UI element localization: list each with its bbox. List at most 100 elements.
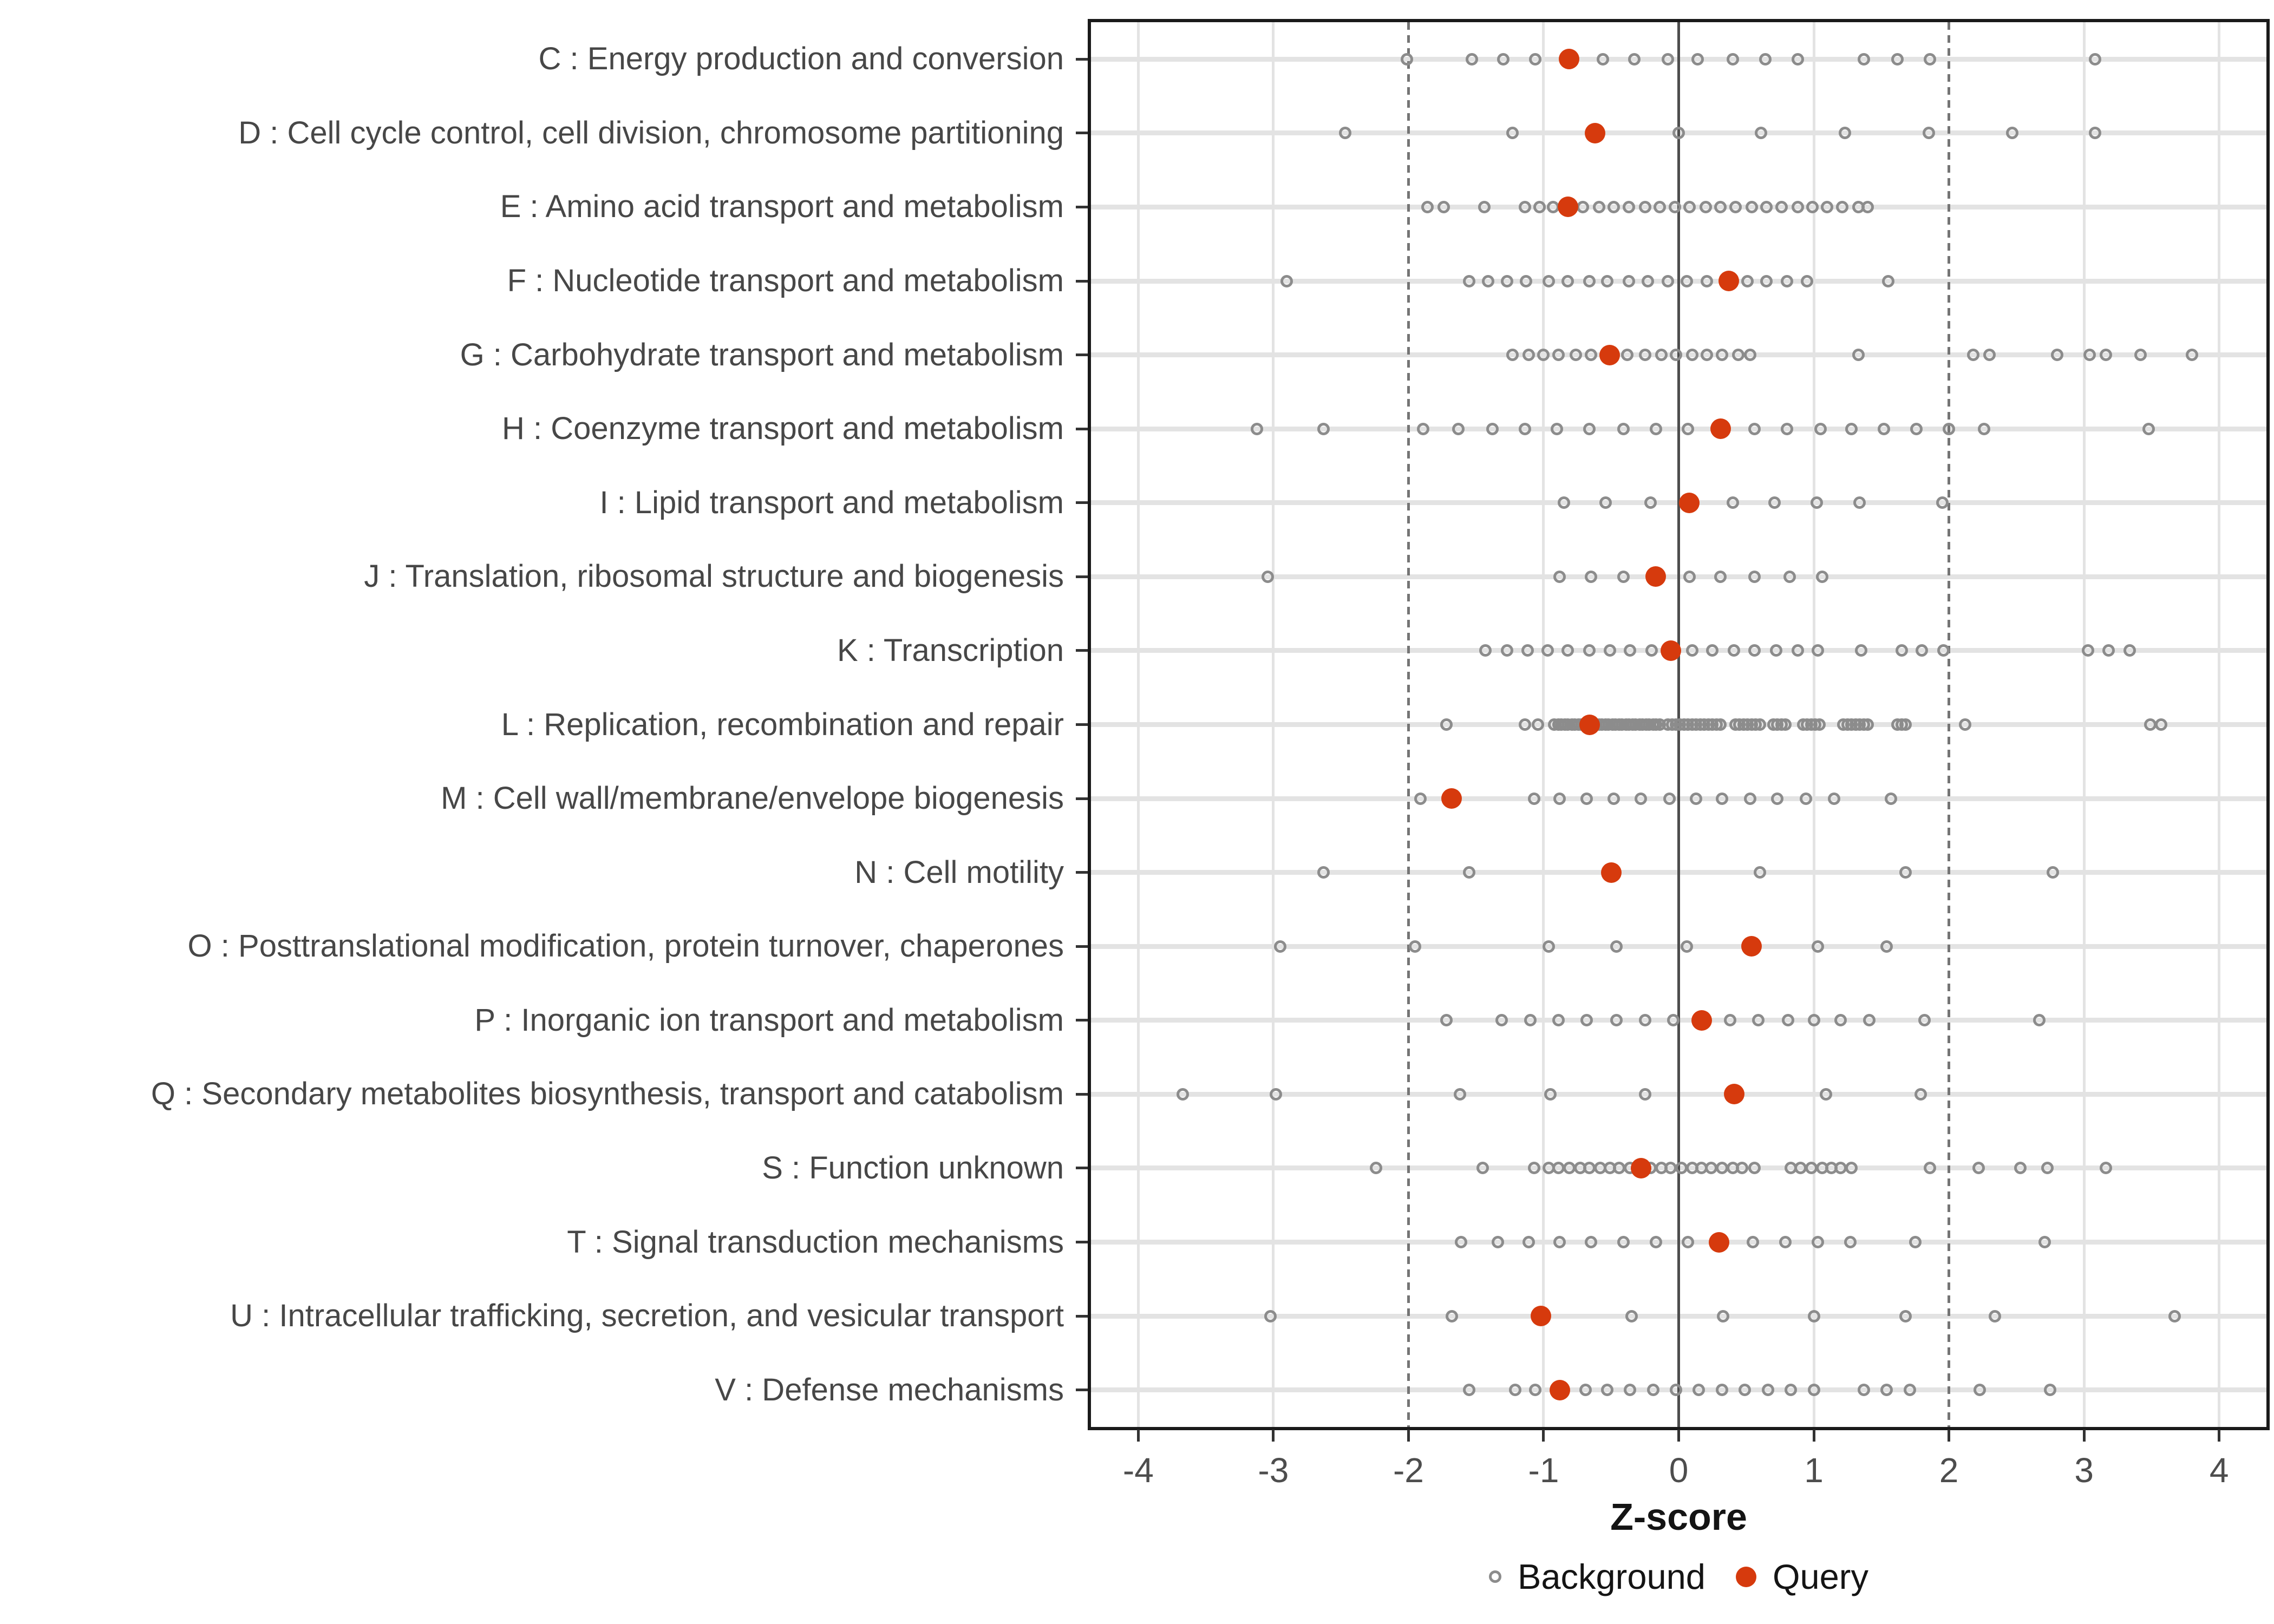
background-point	[1622, 200, 1635, 213]
background-point	[2099, 1162, 2112, 1175]
background-point	[1557, 496, 1570, 509]
background-point	[1409, 940, 1422, 953]
background-point	[2168, 1309, 2181, 1322]
y-axis-label: H : Coenzyme transport and metabolism	[502, 411, 1064, 447]
background-point	[2033, 1014, 2046, 1027]
y-axis-tick	[1076, 501, 1088, 505]
y-axis-label: N : Cell motility	[854, 854, 1064, 890]
background-point	[1520, 274, 1533, 287]
y-axis-label: I : Lipid transport and metabolism	[599, 484, 1064, 520]
y-axis-label: E : Amino acid transport and metabolism	[500, 189, 1064, 225]
background-point	[1753, 866, 1766, 879]
background-point	[1959, 718, 1972, 731]
background-point	[1551, 422, 1564, 435]
background-point	[1561, 644, 1574, 657]
background-point	[1683, 570, 1696, 583]
background-point	[1476, 1162, 1489, 1175]
background-point	[1988, 1309, 2001, 1322]
y-axis-label: C : Energy production and conversion	[538, 41, 1064, 77]
query-point	[1709, 1232, 1730, 1253]
x-axis-title: Z-score	[1610, 1496, 1747, 1538]
query-point	[1630, 1157, 1651, 1178]
background-point	[1791, 644, 1804, 657]
background-point	[1715, 792, 1728, 805]
background-point	[1527, 1162, 1540, 1175]
background-point	[1617, 422, 1630, 435]
background-point	[1861, 200, 1874, 213]
background-point	[1617, 1236, 1630, 1249]
background-point	[1370, 1162, 1383, 1175]
background-point	[1521, 644, 1534, 657]
background-point	[1466, 53, 1479, 66]
background-point	[1706, 644, 1719, 657]
background-point	[1544, 1088, 1557, 1101]
background-point	[2142, 422, 2155, 435]
y-axis-label: L : Replication, recombination and repai…	[501, 706, 1064, 742]
background-point	[1741, 274, 1754, 287]
background-point	[1726, 53, 1739, 66]
background-point	[1486, 422, 1499, 435]
y-axis-tick	[1076, 575, 1088, 578]
background-point	[1690, 792, 1703, 805]
x-axis-tick	[1948, 1430, 1951, 1442]
background-point	[1522, 349, 1535, 362]
background-point	[2088, 53, 2101, 66]
background-point	[1624, 1384, 1637, 1397]
background-point	[1553, 570, 1566, 583]
background-point	[1744, 792, 1757, 805]
background-point	[1771, 792, 1784, 805]
background-point	[1922, 127, 1935, 140]
background-point	[1812, 1236, 1825, 1249]
threshold-line	[1407, 22, 1410, 1427]
background-point	[1177, 1088, 1190, 1101]
background-point	[1728, 644, 1741, 657]
background-point	[1891, 53, 1904, 66]
background-point	[1936, 496, 1949, 509]
background-point	[1580, 792, 1593, 805]
background-point	[1714, 570, 1727, 583]
background-point	[1421, 200, 1434, 213]
background-point	[1478, 200, 1491, 213]
background-point	[1518, 718, 1531, 731]
background-point	[2041, 1162, 2054, 1175]
background-point	[1983, 349, 1996, 362]
background-point	[1974, 1384, 1987, 1397]
background-point	[1663, 792, 1676, 805]
background-point	[1813, 718, 1826, 731]
background-point	[1899, 718, 1912, 731]
background-point	[1445, 1309, 1458, 1322]
background-point	[1608, 200, 1620, 213]
query-point	[1600, 862, 1622, 883]
background-point	[1541, 644, 1554, 657]
y-axis-tick	[1076, 353, 1088, 357]
background-point	[2088, 127, 2101, 140]
query-point	[1584, 122, 1605, 143]
background-point	[1748, 570, 1761, 583]
background-point	[1672, 127, 1685, 140]
background-point	[1918, 1014, 1931, 1027]
background-point	[1401, 53, 1414, 66]
background-point	[1625, 1309, 1638, 1322]
background-point	[1624, 644, 1637, 657]
background-point	[1682, 1236, 1695, 1249]
legend-label-query: Query	[1772, 1557, 1868, 1596]
query-point	[1579, 714, 1600, 735]
background-point	[1280, 274, 1293, 287]
y-axis-label: J : Translation, ribosomal structure and…	[364, 559, 1064, 594]
background-point	[1561, 274, 1574, 287]
background-point	[1878, 422, 1891, 435]
background-point	[1768, 496, 1781, 509]
background-point	[1723, 1014, 1736, 1027]
background-point	[1667, 1014, 1680, 1027]
background-point	[1414, 792, 1427, 805]
background-point	[1670, 1384, 1682, 1397]
background-point	[1553, 792, 1566, 805]
y-axis-label: Q : Secondary metabolites biosynthesis, …	[151, 1076, 1064, 1112]
background-point	[1903, 1384, 1916, 1397]
background-point	[1518, 200, 1531, 213]
query-point	[1679, 492, 1700, 513]
background-point	[1857, 53, 1870, 66]
background-point	[1440, 718, 1453, 731]
background-point	[2102, 644, 2115, 657]
background-point	[1895, 644, 1908, 657]
